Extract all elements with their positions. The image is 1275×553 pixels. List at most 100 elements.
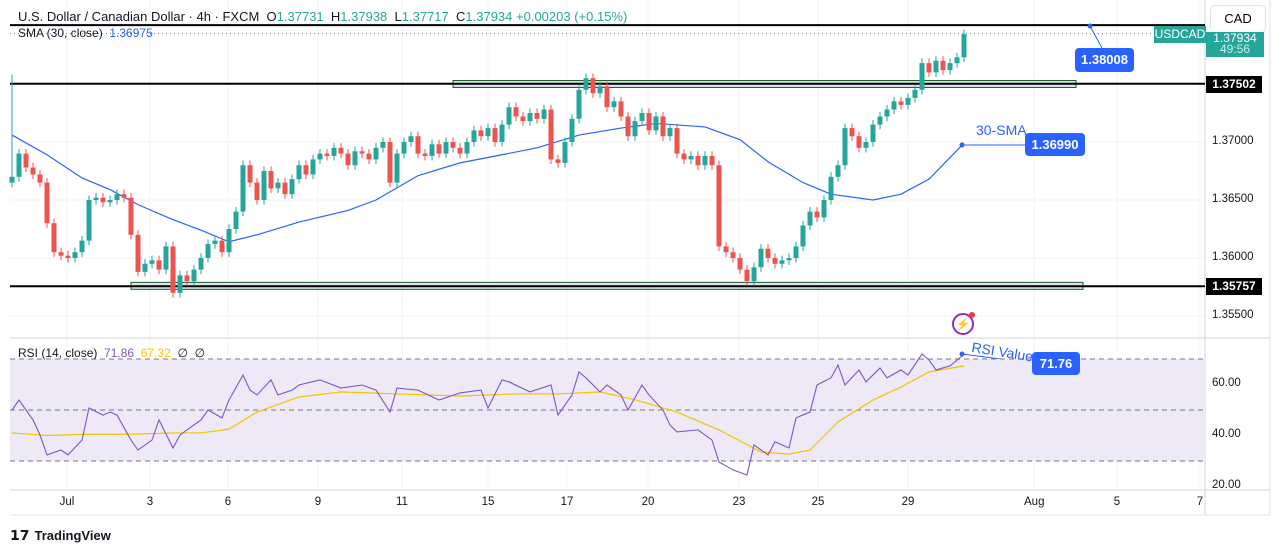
- time-axis-label: 6: [224, 496, 232, 508]
- candle-up: [107, 200, 113, 203]
- price-axis-label: 1.35500: [1212, 309, 1254, 321]
- candle-down: [37, 174, 43, 183]
- candle-up: [842, 128, 848, 166]
- open-label: O: [266, 9, 277, 24]
- candle-up: [373, 147, 379, 160]
- candle-up: [751, 267, 757, 282]
- candle-down: [674, 128, 680, 154]
- candle-down: [534, 113, 540, 119]
- sma-annotation-text[interactable]: 30-SMA: [976, 122, 1027, 138]
- candle-down: [457, 147, 463, 154]
- time-axis-label: 3: [146, 496, 154, 508]
- candle-up: [394, 153, 400, 183]
- candle-up: [310, 159, 316, 175]
- candle-down: [730, 252, 736, 258]
- sma-value-callout[interactable]: 1.36990: [1025, 133, 1085, 156]
- close-label: C: [456, 9, 466, 24]
- bar-countdown: 49:56: [1219, 42, 1251, 56]
- sma-legend-value: 1.36975: [109, 26, 153, 40]
- time-axis-label: 11: [396, 496, 408, 508]
- candle-up: [877, 116, 883, 125]
- candle-up: [821, 200, 827, 218]
- rsi-value-callout[interactable]: 71.76: [1032, 352, 1080, 375]
- candle-down: [219, 240, 225, 253]
- candle-down: [135, 234, 141, 272]
- last-price-tag: 1.37934 49:56: [1206, 32, 1264, 57]
- candle-up: [653, 116, 659, 131]
- candle-up: [317, 153, 323, 160]
- candle-up: [177, 275, 183, 293]
- candle-up: [79, 240, 85, 253]
- candle-down: [366, 153, 372, 160]
- candle-down: [604, 86, 610, 108]
- candle-up: [499, 124, 505, 142]
- rsi-ma-line: [11, 365, 965, 455]
- currency-button[interactable]: CAD: [1210, 5, 1266, 33]
- high-value: 1.37938: [340, 9, 388, 24]
- candle-up: [639, 113, 645, 122]
- time-axis-label: 7: [1196, 496, 1204, 508]
- candle-down: [23, 153, 29, 168]
- lightning-alert-icon[interactable]: ⚡: [952, 312, 975, 335]
- rsi-legend-extra-1: ∅: [177, 346, 188, 360]
- candle-up: [93, 197, 99, 200]
- candle-down: [156, 260, 162, 270]
- candle-up: [807, 211, 813, 226]
- candle-up: [9, 176, 15, 183]
- candle-down: [282, 182, 288, 195]
- candle-down: [898, 101, 904, 105]
- rsi-legend-extra-2: ∅: [194, 346, 206, 360]
- candle-up: [793, 246, 799, 258]
- rsi-axis-label: 20.00: [1212, 479, 1241, 491]
- candle-down: [520, 116, 526, 122]
- candle-down: [324, 153, 330, 156]
- candle-down: [618, 101, 624, 117]
- candle-up: [702, 155, 708, 166]
- candle-up: [191, 269, 197, 282]
- low-label: L: [394, 9, 402, 24]
- candle-down: [660, 116, 666, 137]
- time-axis-label: Jul: [59, 496, 75, 508]
- candle-up: [408, 136, 414, 142]
- candle-down: [58, 252, 64, 256]
- candle-up: [296, 165, 302, 180]
- open-value: 1.37731: [276, 9, 324, 24]
- candle-up: [961, 34, 967, 58]
- callout-anchor: [959, 142, 965, 148]
- candle-down: [856, 136, 862, 148]
- sma-legend-label: SMA (30, close): [18, 26, 103, 40]
- brand-name: TradingView: [34, 528, 111, 543]
- candle-up: [947, 63, 953, 71]
- top-level-callout[interactable]: 1.38008: [1075, 48, 1134, 72]
- candle-up: [863, 142, 869, 148]
- candle-down: [338, 147, 344, 154]
- candle-down: [492, 128, 498, 142]
- candle-up: [632, 121, 638, 137]
- candle-down: [737, 258, 743, 270]
- candle-up: [331, 147, 337, 156]
- low-value: 1.37717: [401, 9, 449, 24]
- candle-down: [478, 130, 484, 137]
- time-axis-label: 29: [901, 496, 915, 508]
- candle-up: [905, 97, 911, 105]
- candle-up: [688, 155, 694, 160]
- candle-down: [450, 142, 456, 148]
- lower-level-tag: 1.35757: [1206, 278, 1262, 295]
- rsi-legend[interactable]: RSI (14, close) 71.86 67.32 ∅ ∅: [18, 346, 205, 360]
- candle-up: [919, 63, 925, 90]
- candle-down: [513, 107, 519, 117]
- sma-legend[interactable]: SMA (30, close) 1.36975: [18, 26, 153, 40]
- symbol-title: U.S. Dollar / Canadian Dollar · 4h · FXC…: [18, 9, 260, 24]
- rsi-legend-value: 71.86: [104, 346, 135, 360]
- candle-up: [72, 252, 78, 258]
- tradingview-logo-icon: 𝟭𝟳: [10, 527, 30, 543]
- candle-down: [940, 60, 946, 71]
- sma-line: [11, 122, 965, 243]
- candle-up: [758, 248, 764, 268]
- candle-up: [597, 86, 603, 94]
- candle-down: [387, 142, 393, 183]
- price-axis-label: 1.37000: [1212, 135, 1254, 147]
- tradingview-logo[interactable]: 𝟭𝟳 TradingView: [10, 527, 111, 544]
- time-axis-label: 23: [732, 496, 746, 508]
